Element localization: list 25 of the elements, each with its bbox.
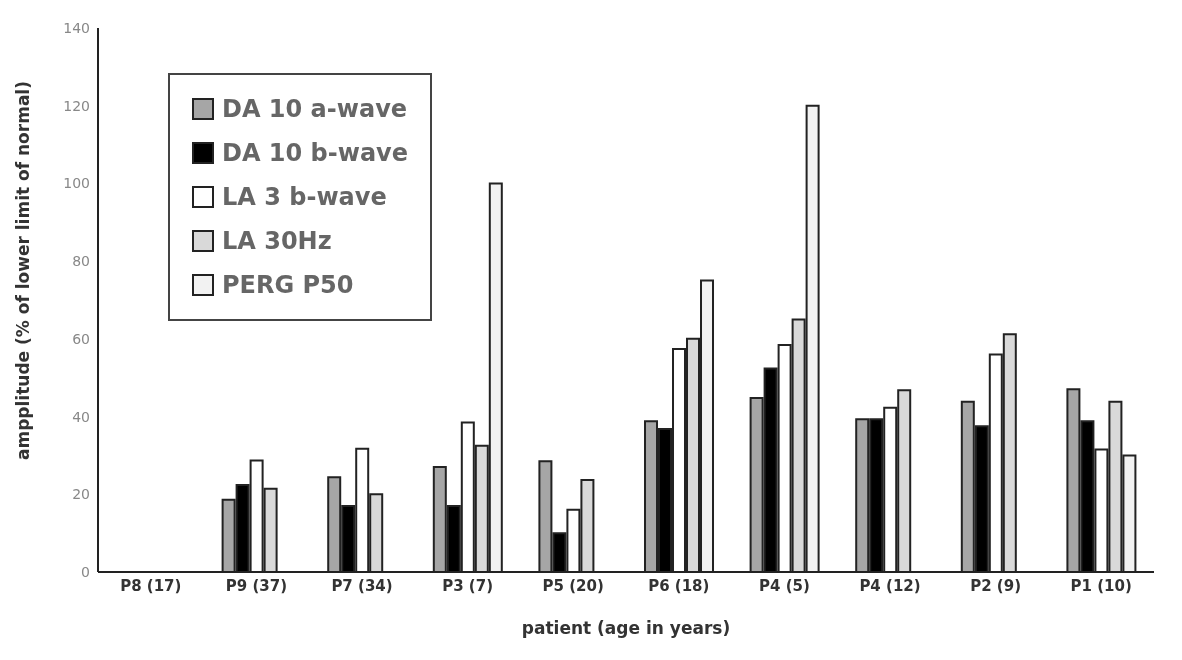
x-tick-label: P2 (9) <box>970 576 1022 595</box>
x-tick-label: P5 (20) <box>542 576 604 595</box>
y-tick-label: 20 <box>72 486 90 503</box>
y-tick-label: 140 <box>63 19 90 36</box>
y-tick-label: 80 <box>72 253 90 270</box>
x-tick-label: P1 (10) <box>1070 576 1132 595</box>
x-tick-label: P9 (37) <box>225 576 288 595</box>
x-axis-title: patient (age in years) <box>521 618 731 639</box>
y-tick-label: 40 <box>72 408 90 425</box>
legend-label: LA 30Hz <box>222 227 332 255</box>
legend-label: DA 10 a-wave <box>222 95 408 123</box>
x-tick-label: P7 (34) <box>331 576 393 595</box>
x-tick-label: P4 (12) <box>859 576 921 595</box>
y-tick-label: 100 <box>63 175 90 192</box>
y-tick-label: 120 <box>63 97 90 114</box>
x-tick-label: P8 (17) <box>120 576 182 595</box>
x-tick-label: P4 (5) <box>758 576 810 595</box>
y-tick-label: 60 <box>72 330 90 347</box>
legend-label: PERG P50 <box>222 271 354 299</box>
y-axis-title: ampplitude (% of lower limit of normal) <box>13 81 34 460</box>
x-tick-label: P3 (7) <box>442 576 494 595</box>
legend-label: LA 3 b-wave <box>222 183 387 211</box>
y-tick-label: 0 <box>81 563 90 580</box>
x-tick-label: P6 (18) <box>648 576 710 595</box>
legend-label: DA 10 b-wave <box>222 139 409 167</box>
